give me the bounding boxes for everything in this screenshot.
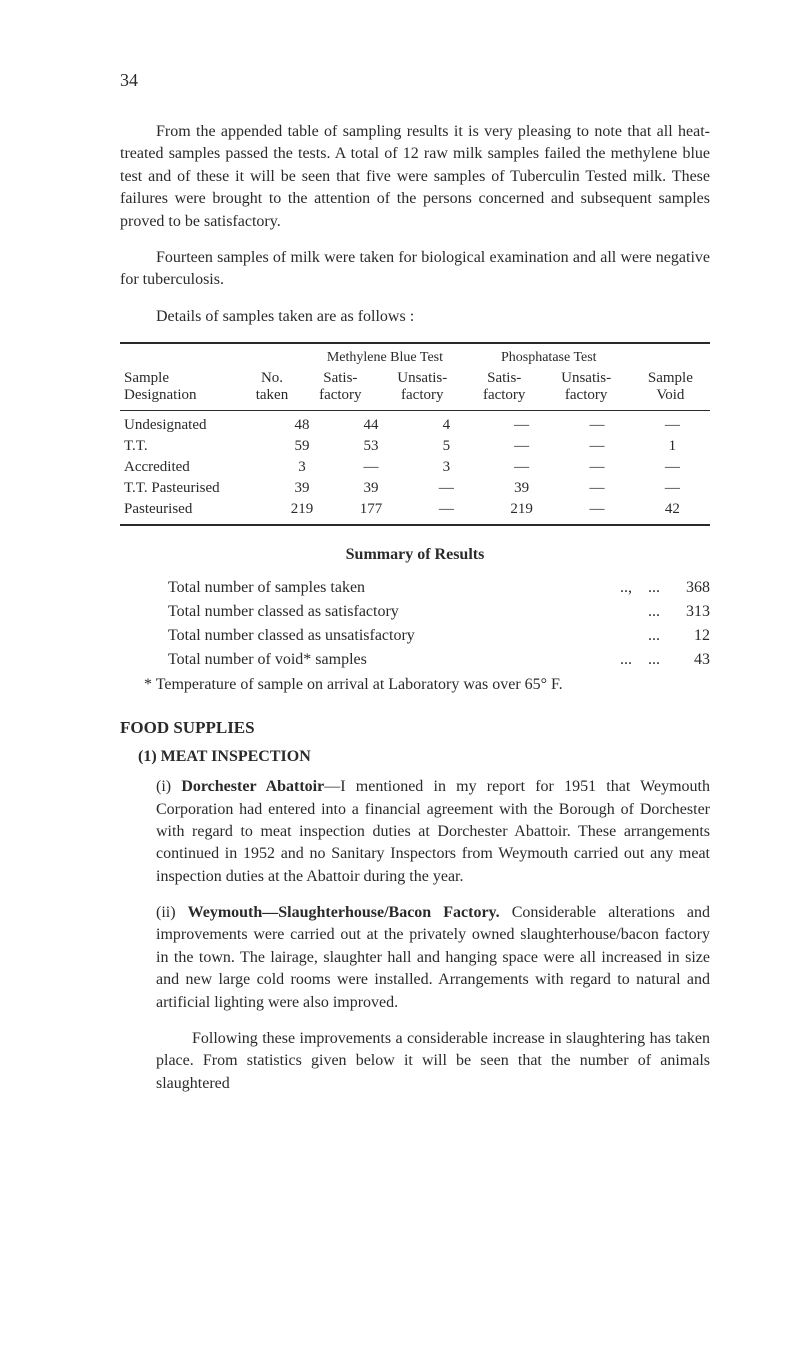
summary-label: Total number classed as satisfactory [168, 600, 648, 624]
subitem-i-label: (i) [156, 778, 171, 795]
cell: — [484, 436, 559, 457]
summary-item: Total number of void* samples ... ... 43 [168, 648, 710, 672]
cell: — [635, 457, 710, 478]
th-no: No. taken [241, 368, 303, 406]
paragraph-2: Fourteen samples of milk were taken for … [120, 247, 710, 292]
cell: 1 [635, 436, 710, 457]
cell: — [559, 499, 634, 520]
cell: 39 [333, 478, 408, 499]
cell: — [484, 457, 559, 478]
samples-table-body: Undesignated 48 44 4 — — — T.T. 59 53 5 … [120, 415, 710, 520]
cell: 59 [271, 436, 334, 457]
cell: — [409, 499, 484, 520]
table-rule-mid [120, 410, 710, 411]
table-row: T.T. Pasteurised 39 39 — 39 — — [120, 478, 710, 499]
summary-label: Total number classed as unsatisfactory [168, 624, 648, 648]
th-sample: Sample Designation [120, 368, 241, 406]
table-rule-bottom [120, 524, 710, 526]
cell: — [559, 457, 634, 478]
summary-item: Total number of samples taken .., ... 36… [168, 576, 710, 600]
cell: 48 [271, 415, 334, 436]
subitem-i: (i) Dorchester Abattoir—I mentioned in m… [156, 776, 710, 888]
section-food-supplies: FOOD SUPPLIES [120, 718, 710, 738]
summary-footnote: * Temperature of sample on arrival at La… [144, 676, 710, 694]
summary-item: Total number classed as unsatisfactory .… [168, 624, 710, 648]
cell: 177 [333, 499, 408, 520]
summary-value: 43 [660, 648, 710, 672]
cell: — [559, 478, 634, 499]
header-group-phosphatase: Phosphatase Test [467, 348, 631, 368]
table-row: T.T. 59 53 5 — — 1 [120, 436, 710, 457]
cell: Pasteurised [120, 499, 271, 520]
summary-value: 368 [660, 576, 710, 600]
header-group-methylene: Methylene Blue Test [303, 348, 467, 368]
cell: 3 [409, 457, 484, 478]
th-satis1: Satis­factory [303, 368, 378, 406]
summary-list: Total number of samples taken .., ... 36… [168, 576, 710, 672]
cell: T.T. [120, 436, 271, 457]
cell: — [559, 436, 634, 457]
cell: 219 [271, 499, 334, 520]
cell: 39 [271, 478, 334, 499]
summary-item: Total number classed as satisfactory ...… [168, 600, 710, 624]
summary-label: Total number of samples taken [168, 576, 620, 600]
subitem-ii-bold: Weymouth—Slaughterhouse/Bacon Factory. [188, 904, 500, 921]
summary-value: 12 [660, 624, 710, 648]
subitem-i-bold: Dorchester Abattoir [181, 778, 324, 795]
cell: Accredited [120, 457, 271, 478]
summary-title: Summary of Results [120, 546, 710, 564]
subitem-ii: (ii) Weymouth—Slaughterhouse/Bacon Facto… [156, 902, 710, 1014]
th-unsatis2: Unsatis­factory [542, 368, 631, 406]
table-row: Accredited 3 — 3 — — — [120, 457, 710, 478]
cell: T.T. Pasteurised [120, 478, 271, 499]
page-container: 34 From the appended table of sampling r… [0, 0, 800, 1169]
cell: 219 [484, 499, 559, 520]
cell: 53 [333, 436, 408, 457]
summary-label: Total number of void* samples [168, 648, 620, 672]
cell: 4 [409, 415, 484, 436]
subitem-ii-label: (ii) [156, 904, 176, 921]
cell: — [484, 415, 559, 436]
page-number: 34 [120, 70, 710, 91]
cell: 39 [484, 478, 559, 499]
paragraph-3: Details of samples taken are as follows … [120, 306, 710, 328]
th-satis2: Satis­factory [467, 368, 542, 406]
table-rule-top [120, 342, 710, 344]
samples-table: Methylene Blue Test Phosphatase Test Sam… [120, 348, 710, 406]
subitem-ii-p2: Following these improvements a considera… [156, 1028, 710, 1095]
cell: 5 [409, 436, 484, 457]
paragraph-1: From the appended table of sampling resu… [120, 121, 710, 233]
subsection-meat-inspection: (1) MEAT INSPECTION [138, 748, 710, 766]
cell: 42 [635, 499, 710, 520]
th-void: Sample Void [631, 368, 710, 406]
cell: — [635, 478, 710, 499]
table-row: Pasteurised 219 177 — 219 — 42 [120, 499, 710, 520]
summary-value: 313 [660, 600, 710, 624]
cell: — [559, 415, 634, 436]
th-unsatis1: Unsatis­factory [378, 368, 467, 406]
cell: — [409, 478, 484, 499]
table-row: Undesignated 48 44 4 — — — [120, 415, 710, 436]
cell: 44 [333, 415, 408, 436]
cell: Undesignated [120, 415, 271, 436]
cell: — [635, 415, 710, 436]
cell: 3 [271, 457, 334, 478]
cell: — [333, 457, 408, 478]
data-table-container: Methylene Blue Test Phosphatase Test Sam… [120, 342, 710, 526]
